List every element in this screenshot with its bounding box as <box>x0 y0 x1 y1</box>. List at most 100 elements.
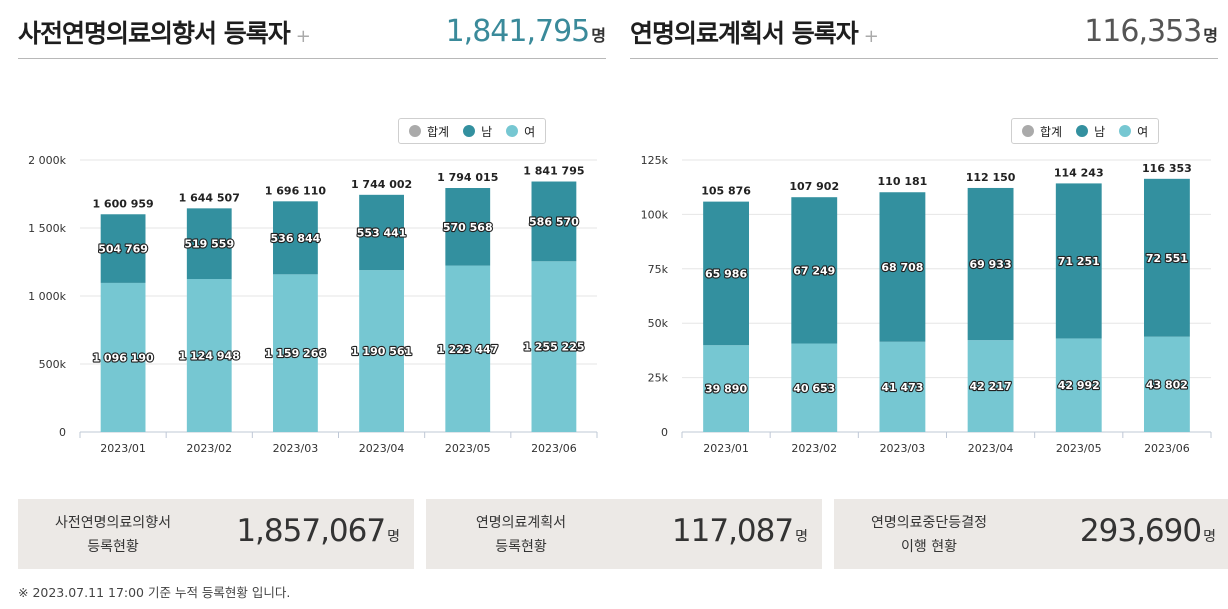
total-label: 112 150 <box>966 171 1016 184</box>
total-unit: 명 <box>591 26 606 45</box>
female-value-label: 40 653 <box>793 382 835 395</box>
total-unit: 명 <box>1203 26 1218 45</box>
male-value-label: 65 986 <box>705 267 747 280</box>
total-label: 105 876 <box>701 185 751 198</box>
total-number: 116,353 <box>1084 14 1202 49</box>
y-tick-label: 125k <box>641 154 669 167</box>
plus-icon[interactable]: + <box>863 26 879 47</box>
stat-label: 사전연명의료의향서 등록현황 <box>55 515 171 555</box>
x-tick-label: 2023/03 <box>273 442 319 455</box>
stat-box-withdrawal-decision: 연명의료중단등결정 이행 현황 293,690 명 <box>834 499 1228 569</box>
bar-female <box>531 261 577 432</box>
male-value-label: 570 568 <box>443 221 493 234</box>
panel-total: 116,353 명 <box>1084 14 1218 49</box>
x-tick-label: 2023/01 <box>100 442 146 455</box>
male-value-label: 69 933 <box>970 258 1012 271</box>
y-tick-label: 25k <box>648 372 669 385</box>
y-tick-label: 1 500k <box>28 222 66 235</box>
total-label: 1 600 959 <box>92 197 153 210</box>
female-value-label: 1 159 266 <box>265 347 327 360</box>
legend-dot-icon <box>506 125 519 137</box>
total-label: 110 181 <box>878 175 928 188</box>
female-value-label: 1 223 447 <box>437 343 498 356</box>
female-value-label: 1 190 561 <box>351 345 412 358</box>
bar-female <box>1055 338 1102 432</box>
legend-dot-icon <box>1076 125 1089 137</box>
total-label: 107 902 <box>789 180 839 193</box>
x-tick-label: 2023/02 <box>186 442 232 455</box>
y-tick-label: 1 000k <box>28 290 66 303</box>
total-label: 1 644 507 <box>179 191 240 204</box>
bar-male <box>445 188 491 266</box>
male-value-label: 72 551 <box>1146 252 1188 265</box>
bar-male <box>359 194 404 271</box>
bar-male <box>967 187 1014 341</box>
female-value-label: 42 992 <box>1058 379 1100 392</box>
x-tick-label: 2023/04 <box>968 442 1014 455</box>
panel-title: 사전연명의료의향서 등록자 + <box>18 19 311 48</box>
legend-item-male[interactable]: 남 <box>463 123 492 140</box>
stat-value: 1,857,067 명 <box>236 513 400 549</box>
y-tick-label: 0 <box>59 426 66 439</box>
bar-male <box>1055 183 1102 339</box>
y-tick-label: 75k <box>648 263 669 276</box>
legend-item-total[interactable]: 합계 <box>1022 123 1062 140</box>
plus-icon[interactable]: + <box>295 26 311 47</box>
panel-title: 연명의료계획서 등록자 + <box>630 19 879 48</box>
chart-legend-2: 합계 남 여 <box>1011 118 1160 144</box>
total-label: 1 744 002 <box>351 178 412 191</box>
male-value-label: 536 844 <box>271 232 321 245</box>
panel-header-advance-directive: 사전연명의료의향서 등록자 + 1,841,795 명 <box>18 0 606 59</box>
x-tick-label: 2023/03 <box>880 442 926 455</box>
bar-male <box>703 201 750 346</box>
y-tick-label: 0 <box>661 426 668 439</box>
female-value-label: 42 217 <box>970 380 1012 393</box>
panel-header-care-plan: 연명의료계획서 등록자 + 116,353 명 <box>630 0 1218 59</box>
male-value-label: 67 249 <box>793 264 835 277</box>
male-value-label: 519 559 <box>184 238 234 251</box>
male-value-label: 553 441 <box>357 226 407 239</box>
bar-female <box>359 270 404 432</box>
legend-item-total[interactable]: 합계 <box>409 123 449 140</box>
bar-female <box>791 343 838 432</box>
stat-label: 연명의료계획서 등록현황 <box>475 515 567 555</box>
male-value-label: 71 251 <box>1058 255 1100 268</box>
stat-value: 293,690 명 <box>1079 513 1216 549</box>
female-value-label: 41 473 <box>881 381 923 394</box>
bar-male <box>879 192 926 342</box>
x-tick-label: 2023/06 <box>1144 442 1190 455</box>
x-tick-label: 2023/02 <box>791 442 837 455</box>
y-tick-label: 50k <box>648 317 669 330</box>
bar-male <box>1143 178 1190 337</box>
bar-female <box>1143 336 1190 432</box>
chart-advance-directive: 0 500k 1 000k 1 500k 2 000k 2023/01 1 600 959 1… <box>28 154 598 455</box>
bar-female <box>879 341 926 432</box>
bar-male <box>186 208 232 280</box>
x-tick-label: 2023/06 <box>531 442 577 455</box>
bar-male <box>273 201 318 275</box>
legend-dot-icon <box>463 125 476 137</box>
footnote: ※ 2023.07.11 17:00 기준 누적 등록현황 입니다. <box>18 585 291 600</box>
legend-item-male[interactable]: 남 <box>1076 123 1105 140</box>
bar-female <box>186 279 232 432</box>
legend-item-female[interactable]: 여 <box>1119 123 1148 140</box>
legend-dot-icon <box>409 125 421 137</box>
female-value-label: 1 124 948 <box>179 350 240 363</box>
female-value-label: 43 802 <box>1146 378 1188 391</box>
y-tick-label: 2 000k <box>28 154 66 167</box>
stat-label: 연명의료중단등결정 이행 현황 <box>871 515 987 555</box>
male-value-label: 586 570 <box>529 215 579 228</box>
bar-female <box>273 274 318 432</box>
female-value-label: 39 890 <box>705 383 747 396</box>
bar-male <box>791 197 838 344</box>
legend-item-female[interactable]: 여 <box>506 123 535 140</box>
bar-female <box>967 340 1014 432</box>
chart-care-plan: 0 25k 50k 75k 100k 125k 2023/01 105 876 39 890 65… <box>641 154 1212 455</box>
y-tick-label: 100k <box>641 208 669 221</box>
total-label: 1 841 795 <box>523 165 584 178</box>
chart-legend-1: 합계 남 여 <box>398 118 547 144</box>
total-label: 114 243 <box>1054 166 1104 179</box>
x-tick-label: 2023/05 <box>1056 442 1102 455</box>
bar-female <box>100 282 146 432</box>
total-label: 1 696 110 <box>265 184 327 197</box>
